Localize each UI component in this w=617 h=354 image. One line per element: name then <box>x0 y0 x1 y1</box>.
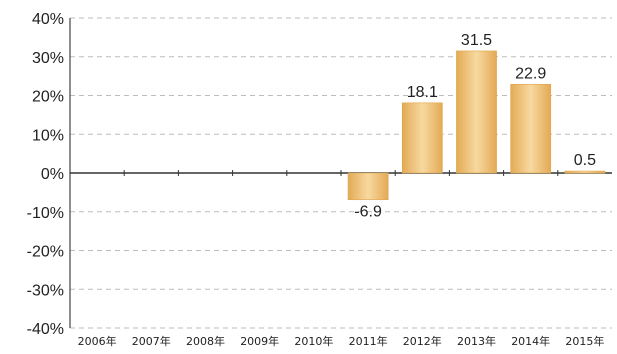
bar <box>510 83 552 174</box>
y-tick-label: -30% <box>27 282 64 299</box>
x-tick-label: 2008年 <box>186 334 225 348</box>
gridlines <box>70 17 612 329</box>
y-tick-label: -10% <box>27 205 64 222</box>
x-tick-label: 2007年 <box>132 334 171 348</box>
bars <box>347 50 606 201</box>
bar <box>401 102 443 174</box>
x-tick-label: 2015年 <box>565 334 604 348</box>
x-tick-label: 2012年 <box>403 334 442 348</box>
data-label: 31.5 <box>461 32 492 49</box>
y-tick-label: 20% <box>32 89 64 106</box>
x-tick-label: 2009年 <box>240 334 279 348</box>
y-tick-label: 10% <box>32 127 64 144</box>
data-label: 0.5 <box>574 152 596 169</box>
x-tick-label: 2011年 <box>349 334 388 348</box>
data-label: 22.9 <box>515 65 546 82</box>
x-tick-label: 2013年 <box>457 334 496 348</box>
bar <box>564 170 606 174</box>
data-label: 18.1 <box>407 84 438 101</box>
y-tick-label: 30% <box>32 50 64 67</box>
y-tick-label: -40% <box>27 321 64 338</box>
bar <box>456 50 497 174</box>
y-tick-label: -20% <box>27 244 64 261</box>
bar <box>347 172 389 201</box>
labels: 40% 30% 20% 10% 0% -10% -20% -30% -40% 2006年 2007年… <box>27 11 605 348</box>
data-label: -6.9 <box>354 204 382 221</box>
y-tick-label: 40% <box>32 11 64 28</box>
x-tick-label: 2010年 <box>294 334 333 348</box>
y-tick-label: 0% <box>41 166 64 183</box>
x-tick-label: 2014年 <box>511 334 550 348</box>
x-tick-label: 2006年 <box>78 334 117 348</box>
